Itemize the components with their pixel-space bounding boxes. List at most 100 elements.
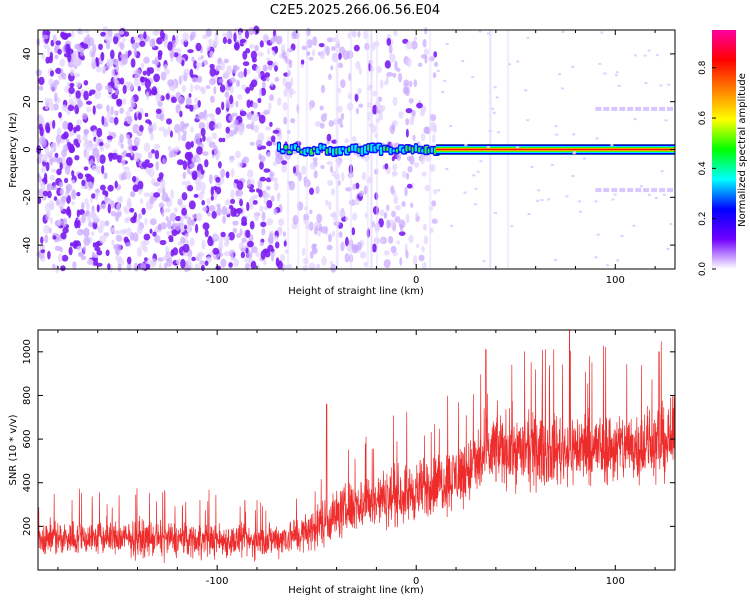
spectrogram-noise-cell [353, 44, 360, 52]
sideband-cell [659, 106, 666, 111]
spectrogram-noise-cell [196, 157, 201, 163]
spectrogram-noise-cell [246, 201, 250, 212]
spectrogram-noise-cell [406, 57, 412, 68]
spectrogram-noise-cell [62, 33, 69, 40]
spectrogram-noise-cell [214, 31, 219, 40]
spectrogram-noise-cell [225, 98, 230, 109]
spectrogram-noise-cell [259, 40, 264, 48]
spectrogram-noise-cell [301, 247, 306, 257]
spectrogram-noise-cell [114, 180, 118, 189]
spectrogram-noise-cell [413, 255, 418, 266]
spectrogram-noise-cell [396, 240, 400, 245]
spectrogram-noise-cell [68, 143, 75, 154]
spectrogram-noise-cell [83, 90, 89, 101]
spectrogram-noise-cell [56, 158, 63, 164]
spectrogram-noise-cell [125, 170, 132, 180]
spectrogram-noise-cell [175, 48, 182, 53]
spectrogram-noise-cell [87, 37, 95, 46]
spectrogram-noise-cell [236, 189, 244, 197]
spectrogram-noise-cell [239, 228, 243, 236]
spectrogram-noise-cell [281, 160, 288, 166]
spectrogram-noise-cell [433, 189, 438, 195]
snr-x-tick-label: -100 [206, 576, 229, 587]
spectrogram-noise-cell [104, 232, 109, 239]
spectrogram-noise-cell [461, 60, 465, 62]
spectrogram-noise-cell [331, 230, 336, 238]
spectrogram-noise-cell [431, 218, 438, 224]
spectrogram-noise-cell [218, 243, 224, 250]
spectrogram-noise-cell [233, 32, 237, 43]
spectrogram-noise-cell [202, 222, 210, 230]
spectrogram-noise-cell [321, 255, 327, 266]
carrier-fragment-inner [287, 150, 292, 154]
spectrogram-noise-cell [82, 43, 89, 49]
spectrogram-noise-cell [330, 188, 335, 196]
spectrogram-noise-cell [153, 192, 161, 198]
spectrogram-noise-cell [73, 57, 79, 67]
spectrogram-noise-cell [76, 245, 83, 252]
spectrogram-noise-cell [161, 192, 169, 202]
spectrogram-noise-cell [185, 97, 192, 106]
spectrogram-noise-cell [195, 182, 201, 192]
spectrogram-noise-cell [96, 250, 103, 256]
spectrogram-noise-cell [338, 231, 343, 238]
spectrogram-noise-cell [392, 163, 398, 171]
spectrogram-noise-cell [378, 113, 383, 121]
spectrogram-noise-cell [98, 43, 103, 50]
spectrogram-noise-cell [132, 232, 139, 242]
spectrogram-noise-cell [99, 154, 106, 164]
spectrogram-noise-cell [326, 161, 333, 166]
spectrogram-noise-cell [441, 90, 445, 93]
spectrogram-noise-cell [256, 51, 264, 57]
spectrogram-noise-cell [409, 155, 415, 165]
spectrogram-noise-cell [164, 208, 171, 213]
spectrogram-noise-cell [55, 40, 61, 46]
spectrogram-noise-cell [387, 236, 394, 244]
spectrogram-noise-cell [39, 243, 45, 250]
spectrogram-noise-cell [60, 206, 64, 211]
spectrogram-noise-cell [250, 122, 255, 131]
spectrogram-noise-cell [175, 91, 181, 101]
spectrogram-noise-cell [166, 118, 172, 125]
spectrogram-noise-cell [130, 191, 136, 197]
spectrogram-noise-cell [325, 45, 331, 56]
spectrogram-noise-cell [64, 85, 70, 93]
spectrogram-noise-cell [547, 198, 551, 201]
spectrogram-noise-cell [213, 123, 219, 129]
spectrogram-noise-cell [124, 217, 130, 224]
spectrogram-noise-cell [173, 207, 178, 213]
sideband-cell [643, 188, 650, 193]
spectrogram-noise-cell [398, 231, 406, 237]
spectrogram-noise-cell [127, 115, 133, 124]
spectrogram-noise-cell [200, 169, 205, 175]
spectrogram-noise-cell [143, 233, 151, 241]
spectrogram-noise-cell [200, 264, 205, 272]
spectrogram-noise-cell [167, 79, 175, 87]
spectrogram-noise-cell [157, 101, 163, 107]
spectrogram-noise-cell [180, 215, 184, 224]
spectrogram-noise-cell [95, 66, 102, 73]
spectrogram-noise-cell [160, 71, 167, 81]
spectrogram-noise-cell [190, 126, 194, 133]
spectrogram-noise-cell [180, 74, 184, 83]
spectrogram-noise-cell [46, 209, 51, 217]
spectrogram-noise-cell [140, 76, 145, 83]
spectrogram-noise-cell [166, 230, 171, 236]
spectrogram-noise-cell [351, 227, 356, 236]
spectrogram-noise-cell [51, 156, 58, 163]
spectrogram-noise-cell [445, 168, 449, 170]
spectrogram-noise-cell [48, 102, 55, 112]
spectrogram-noise-cell [66, 207, 69, 216]
spectrogram-noise-cell [200, 189, 206, 195]
spectrogram-noise-cell [571, 175, 575, 177]
spectrogram-noise-cell [401, 170, 407, 179]
spectrogram-noise-cell [174, 123, 181, 134]
spectrogram-noise-cell [45, 122, 50, 132]
spectrogram-noise-cell [389, 53, 396, 63]
sideband-cell [651, 188, 658, 193]
spectrogram-noise-cell [255, 251, 260, 258]
spectrogram-noise-cell [163, 128, 168, 138]
spectrogram-noise-cell [81, 179, 86, 187]
spectrogram-noise-cell [228, 130, 235, 137]
spectrogram-noise-cell [259, 161, 264, 170]
